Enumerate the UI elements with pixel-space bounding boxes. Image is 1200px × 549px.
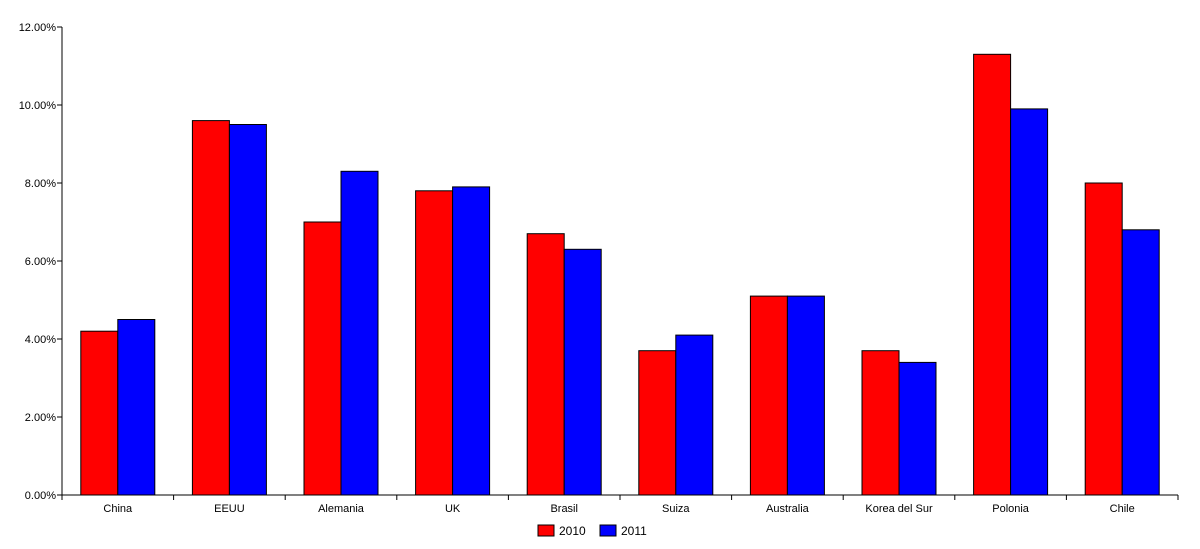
bar-2011-brasil <box>563 248 602 496</box>
x-category-label: Brasil <box>550 503 578 515</box>
y-tick-label: 8.00% <box>25 178 56 190</box>
y-tick-label: 4.00% <box>25 334 56 346</box>
bar-2010-uk <box>415 190 454 496</box>
bar-2011-eeuu <box>228 124 267 496</box>
y-axis: 0.00% 2.00% 4.00% 6.00% 8.00% 10.00% 12.00% <box>19 22 63 502</box>
y-tick-label: 0.00% <box>25 490 56 502</box>
legend-label-2010: 2010 <box>559 524 586 538</box>
x-category-label: Polonia <box>992 503 1030 515</box>
bar-2011-polonia <box>1010 108 1049 496</box>
x-category-label: UK <box>445 503 461 515</box>
bar-2010-polonia <box>973 53 1012 496</box>
bar-2011-alemania <box>340 170 379 496</box>
bar-2011-australia <box>786 295 825 496</box>
bar-2010-brasil <box>526 233 565 496</box>
bar-2010-chile <box>1084 182 1123 496</box>
bar-2010-alemania <box>303 221 342 496</box>
bar-2011-uk <box>452 186 491 496</box>
bar-2010-china <box>80 330 119 496</box>
legend-swatch-2010 <box>537 524 555 537</box>
bar-2011-korea-del-sur <box>898 361 937 496</box>
bar-2010-korea-del-sur <box>861 350 900 496</box>
bar-2010-eeuu <box>191 120 230 496</box>
legend-swatch-2011 <box>599 524 617 537</box>
x-category-label: Chile <box>1110 503 1135 515</box>
bar-2011-chile <box>1121 229 1160 496</box>
legend: 2010 2011 <box>537 524 647 538</box>
y-tick-label: 6.00% <box>25 256 56 268</box>
bars-group <box>80 53 1160 496</box>
bar-2011-china <box>117 319 156 496</box>
y-tick-label: 12.00% <box>19 22 57 34</box>
x-category-label: China <box>103 503 133 515</box>
x-axis: China EEUU Alemania UK Brasil Suiza Australia K… <box>61 494 1179 515</box>
y-tick-label: 10.00% <box>19 100 57 112</box>
bar-2010-suiza <box>638 350 677 496</box>
y-tick-label: 2.00% <box>25 412 56 424</box>
x-category-label: Australia <box>766 503 810 515</box>
bar-2011-suiza <box>675 334 714 496</box>
x-category-label: EEUU <box>214 503 245 515</box>
bar-2010-australia <box>749 295 788 496</box>
x-category-label: Suiza <box>662 503 690 515</box>
legend-label-2011: 2011 <box>621 524 647 538</box>
x-category-label: Korea del Sur <box>865 503 933 515</box>
x-category-label: Alemania <box>318 503 365 515</box>
